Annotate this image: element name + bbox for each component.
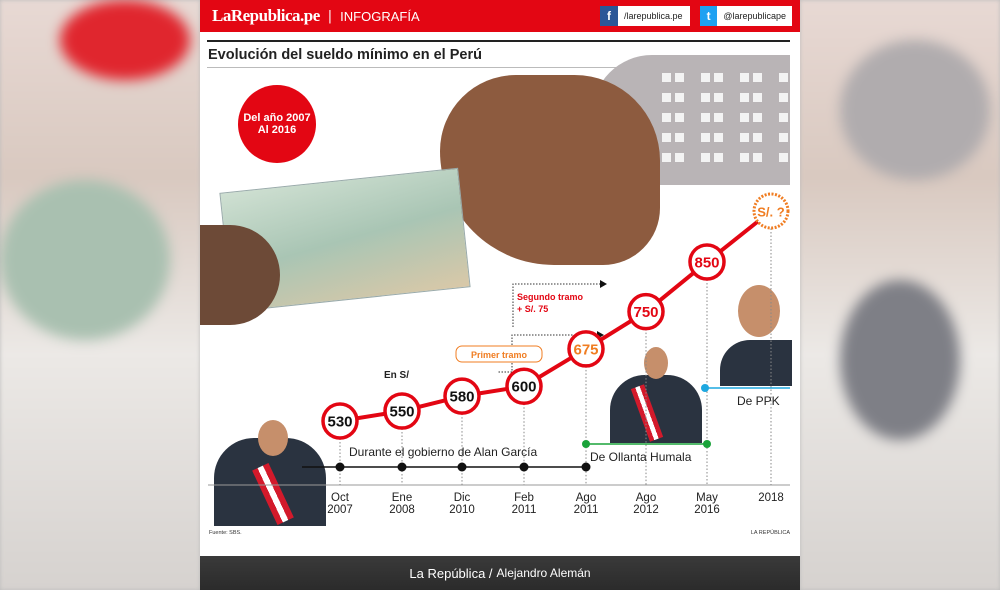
page-title: Evolución del sueldo mínimo en el Perú <box>208 47 482 63</box>
data-point <box>321 402 359 440</box>
unit-label: En S/ <box>384 370 409 381</box>
infographic-panel: LaRepublica.pe | INFOGRAFÍA f /larepubli… <box>200 0 800 590</box>
data-point <box>383 392 421 430</box>
timeline-dot <box>397 462 407 472</box>
data-point <box>567 330 605 368</box>
facebook-icon: f <box>600 6 618 26</box>
x-tick-label: Ago <box>576 492 596 504</box>
primer-tramo-arrow <box>511 334 597 348</box>
badge-line-2: Al 2016 <box>257 124 297 136</box>
minimum-wage-chart: Primer tramo Segundo tramo + S/. 75 En S… <box>208 192 790 516</box>
timeline-dot <box>335 462 345 472</box>
alan-garcia-photo <box>214 420 326 526</box>
arrow-head <box>600 280 607 288</box>
primer-tramo-label: Primer tramo <box>471 350 528 360</box>
x-tick-label: 2007 <box>327 504 353 516</box>
data-label: 550 <box>389 404 414 421</box>
footer-caption: La República / Alejandro Alemán <box>200 556 800 590</box>
ppk-start-dot <box>701 384 709 392</box>
blurred-background-left <box>0 0 200 590</box>
x-tick-label: 2008 <box>389 504 415 516</box>
data-point <box>505 367 543 405</box>
x-tick-label: 2011 <box>512 504 537 516</box>
x-tick-label: 2012 <box>633 504 659 516</box>
ollanta-end-dot <box>703 440 711 448</box>
site-logo[interactable]: LaRepublica.pe <box>212 6 320 25</box>
twitter-handle: @larepublicape <box>723 11 786 21</box>
data-point <box>443 377 481 415</box>
credit-note: LA REPÚBLICA <box>750 530 790 536</box>
alan-garcia-label: Durante el gobierno de Alan García <box>349 445 537 459</box>
section-label: INFOGRAFÍA <box>340 8 420 24</box>
segundo-tramo-arrow <box>512 283 600 327</box>
segundo-tramo-label: Segundo tramo <box>517 292 584 302</box>
facebook-handle: /larepublica.pe <box>624 11 683 21</box>
data-label: S/. ? <box>757 205 785 220</box>
x-tick-label: Ago <box>636 492 656 504</box>
data-point <box>688 243 726 281</box>
data-label: 675 <box>573 341 598 358</box>
ollanta-start-dot <box>582 440 590 448</box>
twitter-link[interactable]: t @larepublicape <box>700 6 792 26</box>
source-note: Fuente: SBS. <box>209 530 242 536</box>
data-label: 600 <box>511 379 536 396</box>
hand-image <box>440 75 660 265</box>
footer-brand: La República <box>409 565 486 581</box>
badge-line-1: Del año 2007 <box>243 112 311 124</box>
receiving-hand-image <box>200 225 280 325</box>
data-point <box>627 292 665 331</box>
ppk-label: De PPK <box>737 394 780 408</box>
data-label: 580 <box>449 389 474 406</box>
ppk-photo <box>720 285 792 386</box>
x-tick-label: Oct <box>331 492 350 504</box>
title-rule <box>207 40 790 42</box>
segundo-tramo-amount: + S/. 75 <box>517 304 548 314</box>
header-separator: | <box>327 8 333 24</box>
data-point <box>752 192 790 230</box>
site-header: LaRepublica.pe | INFOGRAFÍA f /larepubli… <box>200 0 800 32</box>
twitter-icon: t <box>700 6 718 26</box>
timeline-dot <box>519 462 529 472</box>
timeline-dot <box>581 462 591 472</box>
period-badge: Del año 2007 Al 2016 <box>238 85 316 163</box>
footer-separator: / <box>485 565 493 581</box>
x-tick-label: Dic <box>454 492 471 504</box>
x-tick-label: May <box>696 492 718 504</box>
timeline-dot <box>457 462 467 472</box>
x-tick-label: Ene <box>392 492 412 504</box>
x-tick-label: 2011 <box>574 504 599 516</box>
title-underline <box>207 67 790 68</box>
blurred-background-right <box>800 0 1000 590</box>
data-label: 850 <box>694 254 719 271</box>
data-label: 530 <box>327 414 352 431</box>
x-tick-label: 2016 <box>694 504 720 516</box>
data-label: 750 <box>633 304 658 321</box>
x-tick-label: Feb <box>514 492 534 504</box>
footer-author: Alejandro Alemán <box>496 566 591 580</box>
ollanta-label: De Ollanta Humala <box>590 450 692 464</box>
ollanta-humala-photo <box>610 347 702 443</box>
primer-tramo-box <box>455 345 543 363</box>
x-tick-label: 2010 <box>449 504 475 516</box>
facebook-link[interactable]: f /larepublica.pe <box>600 6 690 26</box>
x-tick-label: 2018 <box>758 492 784 504</box>
